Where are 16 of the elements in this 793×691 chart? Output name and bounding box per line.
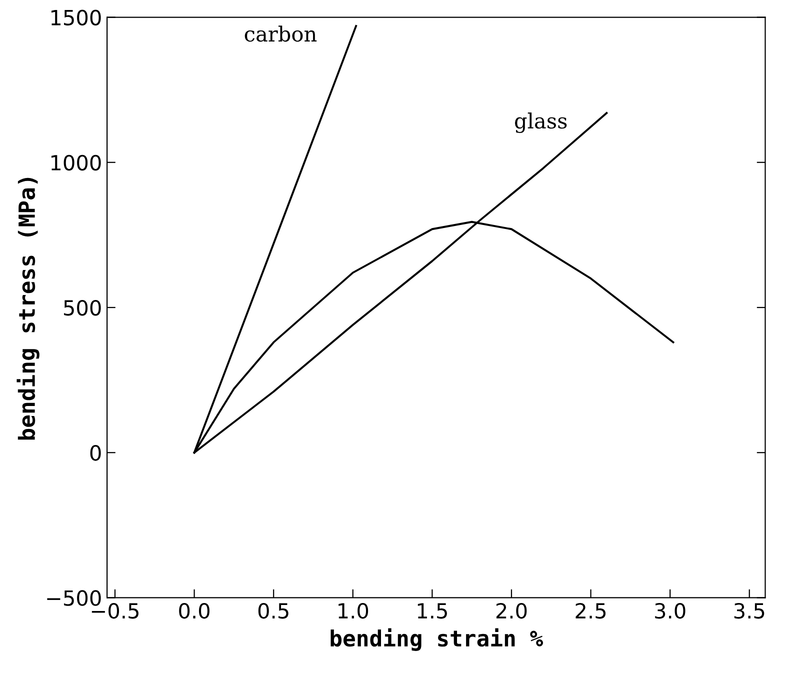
y-tick-label: 1000 xyxy=(51,154,101,171)
x-tick-label: 1.5 xyxy=(418,603,447,619)
x-tick-label: 2.5 xyxy=(576,602,606,619)
series-label: glass xyxy=(514,112,567,133)
y-tick-label: 1500 xyxy=(51,10,101,26)
x-tick-label: 3.0 xyxy=(655,602,686,619)
x-tick-label: 1.0 xyxy=(338,602,368,619)
x-tick-label: 2.0 xyxy=(496,602,527,619)
y-tick-label: 500 xyxy=(64,300,101,316)
series-label: carbon xyxy=(244,26,317,42)
y-axis-title: bending stress (MPa) xyxy=(16,178,40,440)
x-tick-label: 3.5 xyxy=(734,602,764,619)
x-axis-title: bending strain % xyxy=(330,628,544,651)
y-tick-label: 0 xyxy=(90,445,101,461)
x-tick-label: 0.0 xyxy=(179,602,210,619)
x-tick-label: 0.5 xyxy=(258,602,288,619)
